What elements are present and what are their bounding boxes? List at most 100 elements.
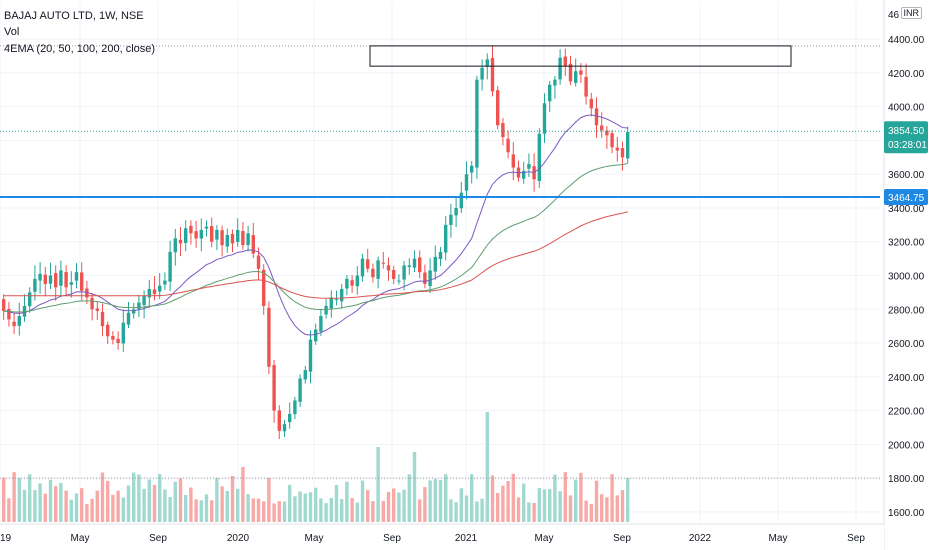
candle-body — [392, 269, 396, 279]
candle-body — [459, 192, 463, 209]
currency-badge[interactable]: INR — [900, 7, 922, 19]
price-tick-label: 4000.00 — [888, 103, 925, 114]
volume-bar — [147, 479, 151, 522]
candle-body — [308, 339, 313, 372]
symbol-legend[interactable]: BAJAJ AUTO LTD, 1W, NSE — [4, 10, 144, 22]
volume-bar — [563, 472, 567, 522]
time-tick-label: 2020 — [227, 533, 250, 544]
volume-bar — [501, 485, 505, 522]
volume-bar — [298, 491, 302, 522]
ema-legend[interactable]: 4EMA (20, 50, 100, 200, close) — [4, 43, 156, 55]
candle-body — [69, 282, 73, 285]
candle-body — [584, 76, 588, 97]
volume-bar — [241, 467, 245, 522]
candle-body — [230, 234, 235, 244]
candle-body — [568, 63, 573, 82]
volume-bar — [43, 493, 47, 522]
volume-bar — [152, 484, 157, 522]
candle-body — [558, 57, 562, 80]
volume-bar — [329, 497, 333, 522]
candle-body — [28, 292, 32, 307]
volume-bar — [272, 503, 276, 522]
candle-body — [43, 274, 47, 284]
candle-body — [2, 299, 6, 311]
candle-body — [17, 316, 21, 326]
volume-bar — [95, 490, 99, 522]
candle-body — [241, 231, 245, 246]
candle-body — [605, 130, 609, 136]
hline-price-tag — [884, 189, 928, 206]
volume-bar — [532, 502, 536, 522]
volume-bar — [480, 498, 484, 522]
candle-body — [496, 90, 500, 126]
candle-body — [116, 338, 120, 344]
volume-bar — [600, 494, 604, 522]
candle-body — [574, 71, 578, 83]
volume-bar — [605, 497, 609, 522]
candle-body — [589, 98, 593, 109]
volume-bar — [33, 490, 37, 522]
candle-body — [594, 108, 599, 126]
volume-bar — [615, 495, 619, 522]
volume-bar — [490, 475, 495, 522]
volume-bar — [584, 500, 588, 522]
candle-body — [199, 229, 203, 239]
volume-bar — [485, 412, 489, 522]
volume-bar — [589, 503, 593, 522]
candle-body — [470, 165, 474, 173]
volume-bar — [340, 499, 344, 522]
volume-bar — [210, 500, 214, 522]
candle-body — [501, 123, 505, 138]
price-tick-label: 1800.00 — [888, 474, 925, 485]
volume-bar — [64, 490, 68, 522]
volume-bar — [537, 488, 541, 522]
volume-bar — [511, 473, 515, 522]
time-tick-label: Sep — [149, 533, 167, 544]
price-tick-label: 2800.00 — [888, 305, 925, 316]
price-axis[interactable]: 46 4400.00 4200.00 4000.00 3600.00 3400.00 320… — [883, 0, 932, 550]
volume-bar — [199, 500, 203, 522]
volume-legend[interactable]: Vol — [4, 26, 20, 38]
candle-body — [366, 259, 370, 269]
volume-bar — [59, 482, 63, 522]
volume-bar — [267, 478, 271, 522]
ema-20-line — [3, 114, 628, 336]
volume-bar — [116, 490, 120, 522]
volume-bar — [100, 472, 105, 522]
volume-bar — [366, 490, 370, 522]
candle-body — [345, 278, 349, 289]
candle-body — [314, 329, 318, 342]
candle-body — [449, 214, 453, 225]
annotations — [0, 45, 880, 479]
candle-body — [246, 233, 250, 246]
hline-price-label: 3464.75 — [888, 193, 925, 204]
volume-bar — [28, 474, 32, 522]
candle-body — [334, 299, 339, 301]
candle-body — [386, 265, 391, 271]
candle-body — [225, 234, 229, 247]
candle-body — [303, 370, 307, 380]
candle-body — [100, 311, 105, 327]
time-axis[interactable]: 2019 May Sep 2020 May Sep 2021 May Sep 2022 May Sep — [0, 523, 884, 550]
candle-body — [527, 164, 531, 169]
candle-body — [262, 269, 266, 306]
volume-bar — [126, 485, 131, 522]
candle-body — [12, 321, 16, 327]
time-tick-label: 2022 — [689, 533, 712, 544]
volume-bar — [392, 488, 396, 522]
volume-bar — [610, 474, 614, 522]
price-tick-label: 4200.00 — [888, 69, 925, 80]
countdown-label: 03:28:01 — [888, 140, 927, 151]
candle-body — [490, 57, 495, 92]
volume-bar — [173, 481, 177, 522]
candle-body — [184, 228, 188, 244]
candle-body — [579, 70, 583, 75]
candle-body — [106, 324, 110, 337]
candle-body — [542, 103, 547, 134]
volume-bar — [334, 484, 339, 522]
candle-body — [220, 230, 224, 246]
volume-bar — [17, 477, 21, 522]
volume-bar — [288, 484, 292, 522]
volume-bar — [236, 488, 240, 522]
candle-body — [85, 288, 89, 298]
